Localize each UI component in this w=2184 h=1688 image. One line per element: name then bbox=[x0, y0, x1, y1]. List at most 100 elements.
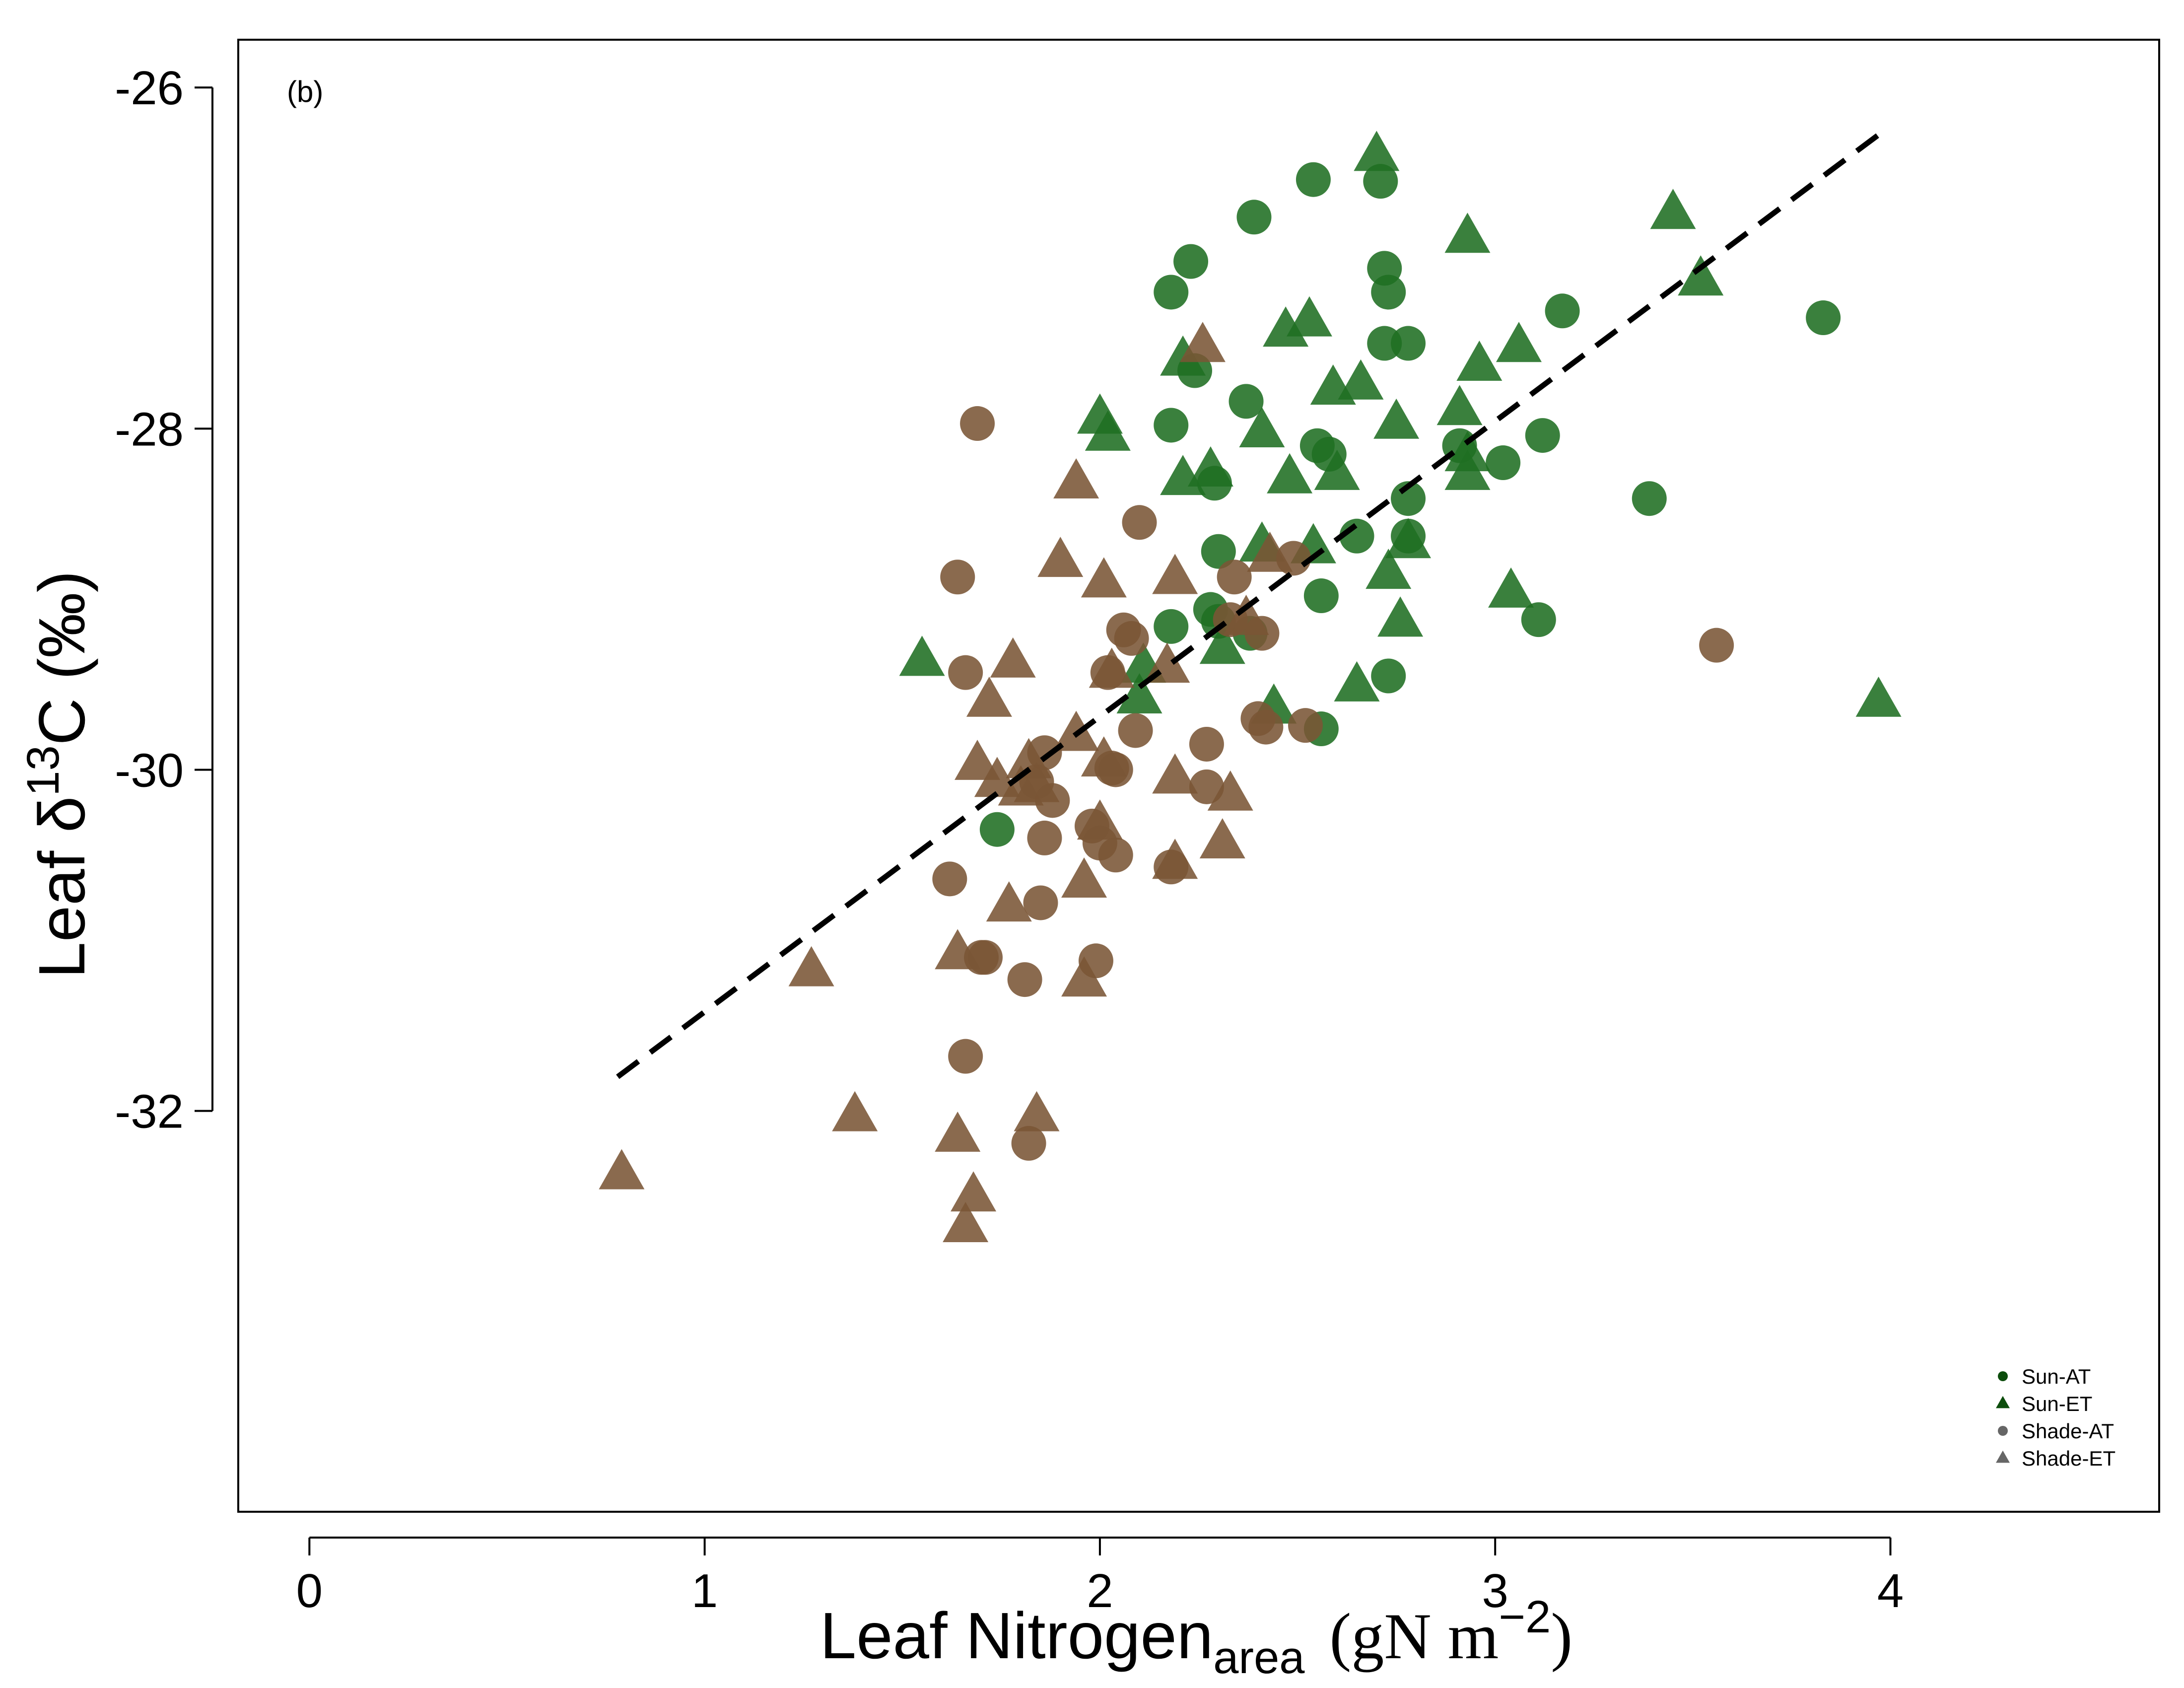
legend-label-sun-et: Sun-ET bbox=[2022, 1392, 2092, 1415]
point-sun-et bbox=[1488, 567, 1534, 608]
point-shade-et bbox=[951, 1171, 997, 1212]
x-axis-title-unit-close: ) bbox=[1551, 1600, 1572, 1673]
legend-label-shade-at: Shade-AT bbox=[2022, 1419, 2114, 1443]
x-tick-label: 3 bbox=[1482, 1564, 1508, 1618]
point-shade-et bbox=[955, 739, 1001, 780]
point-sun-at bbox=[1303, 578, 1339, 614]
point-sun-et bbox=[1377, 596, 1424, 637]
point-sun-et bbox=[1334, 661, 1380, 702]
point-shade-at bbox=[1023, 885, 1058, 920]
point-shade-et bbox=[935, 1111, 981, 1152]
point-sun-at bbox=[1525, 418, 1560, 453]
point-sun-et bbox=[1650, 189, 1696, 229]
point-sun-at bbox=[979, 812, 1015, 847]
panel-label: (b) bbox=[287, 75, 323, 108]
point-sun-at bbox=[1363, 164, 1398, 199]
point-sun-at bbox=[1391, 326, 1426, 361]
point-sun-et bbox=[1338, 359, 1384, 400]
point-sun-et bbox=[1385, 518, 1432, 559]
y-tick-label: -28 bbox=[115, 403, 184, 456]
point-shade-et bbox=[1207, 770, 1253, 811]
point-shade-et bbox=[986, 881, 1032, 922]
point-shade-et bbox=[1061, 956, 1107, 997]
point-shade-et bbox=[1152, 554, 1198, 594]
point-shade-et bbox=[832, 1091, 878, 1131]
point-sun-at bbox=[1545, 293, 1580, 329]
point-sun-et bbox=[1855, 676, 1902, 717]
point-sun-et bbox=[1267, 453, 1313, 493]
x-tick-label: 4 bbox=[1877, 1564, 1904, 1618]
legend-label-sun-at: Sun-AT bbox=[2022, 1365, 2091, 1388]
point-shade-et bbox=[1061, 857, 1107, 898]
point-sun-et bbox=[1085, 410, 1131, 451]
point-sun-et bbox=[1286, 296, 1332, 337]
y-tick-label: -32 bbox=[115, 1085, 184, 1138]
point-sun-et bbox=[1187, 446, 1233, 487]
point-sun-at bbox=[1486, 445, 1521, 481]
point-shade-at bbox=[948, 655, 983, 690]
point-sun-et bbox=[899, 635, 945, 676]
x-tick-label: 0 bbox=[296, 1564, 323, 1618]
point-shade-et bbox=[1223, 594, 1269, 635]
point-sun-at bbox=[1632, 481, 1667, 516]
point-sun-et bbox=[1444, 431, 1491, 472]
point-sun-at bbox=[1154, 609, 1189, 644]
point-sun-at bbox=[1521, 602, 1556, 637]
legend-marker-shade-et bbox=[1996, 1450, 2010, 1463]
point-shade-et bbox=[1014, 1091, 1060, 1131]
point-shade-et bbox=[1081, 557, 1127, 598]
point-sun-et bbox=[1314, 449, 1360, 490]
x-axis-title-unit-open: (gN m bbox=[1329, 1600, 1499, 1673]
x-tick-label: 1 bbox=[691, 1564, 718, 1618]
x-axis-title-unit-superscript: −2 bbox=[1499, 1592, 1551, 1642]
point-sun-et bbox=[1239, 407, 1285, 447]
legend-label-shade-et: Shade-ET bbox=[2022, 1447, 2116, 1470]
x-axis-title-main: Leaf Nitrogen bbox=[820, 1599, 1214, 1672]
point-shade-et bbox=[1081, 736, 1127, 777]
point-shade-at bbox=[1248, 709, 1284, 745]
point-sun-at bbox=[1806, 300, 1841, 336]
point-shade-et bbox=[1037, 537, 1084, 577]
y-axis-title-main: Leaf δ bbox=[25, 796, 98, 979]
point-shade-at bbox=[1011, 1125, 1046, 1161]
point-shade-et bbox=[935, 929, 981, 970]
point-sun-et bbox=[1354, 131, 1400, 171]
point-shade-at bbox=[1699, 628, 1734, 663]
point-shade-et bbox=[966, 676, 1012, 717]
point-shade-et bbox=[788, 946, 834, 986]
point-shade-at bbox=[1217, 560, 1252, 595]
legend-marker-sun-et bbox=[1996, 1396, 2010, 1408]
data-points bbox=[599, 131, 1902, 1243]
point-sun-at bbox=[1228, 384, 1264, 419]
point-shade-at bbox=[1189, 726, 1224, 762]
point-shade-et bbox=[1014, 762, 1060, 802]
legend: Sun-AT Sun-ET Shade-AT Shade-ET bbox=[1996, 1365, 2116, 1470]
point-shade-et bbox=[599, 1149, 645, 1190]
point-shade-at bbox=[948, 1039, 983, 1074]
x-axis-title: Leaf Nitrogenarea (gN m−2) bbox=[820, 1592, 1573, 1683]
regression-fit-line bbox=[616, 130, 1884, 1079]
point-shade-at bbox=[940, 560, 975, 595]
point-sun-at bbox=[1339, 518, 1374, 554]
point-shade-at bbox=[932, 861, 967, 897]
point-shade-et bbox=[974, 757, 1020, 797]
point-shade-et bbox=[943, 1202, 989, 1243]
y-tick-label: -26 bbox=[115, 62, 184, 115]
point-sun-at bbox=[1296, 162, 1331, 197]
point-shade-at bbox=[1189, 769, 1224, 804]
point-shade-at bbox=[1122, 505, 1157, 540]
point-sun-et bbox=[1160, 335, 1206, 376]
point-shade-et bbox=[1179, 322, 1226, 362]
legend-marker-sun-at bbox=[1998, 1371, 2008, 1381]
point-sun-et bbox=[1160, 455, 1206, 495]
point-sun-et bbox=[1373, 398, 1420, 439]
point-shade-et bbox=[990, 637, 1036, 678]
point-sun-et bbox=[1365, 549, 1412, 589]
point-sun-et bbox=[1310, 364, 1356, 405]
point-shade-et bbox=[1247, 531, 1293, 572]
point-sun-et bbox=[1496, 322, 1542, 362]
point-sun-et bbox=[1199, 624, 1245, 664]
point-shade-at bbox=[1098, 838, 1133, 873]
point-sun-at bbox=[1201, 534, 1236, 569]
